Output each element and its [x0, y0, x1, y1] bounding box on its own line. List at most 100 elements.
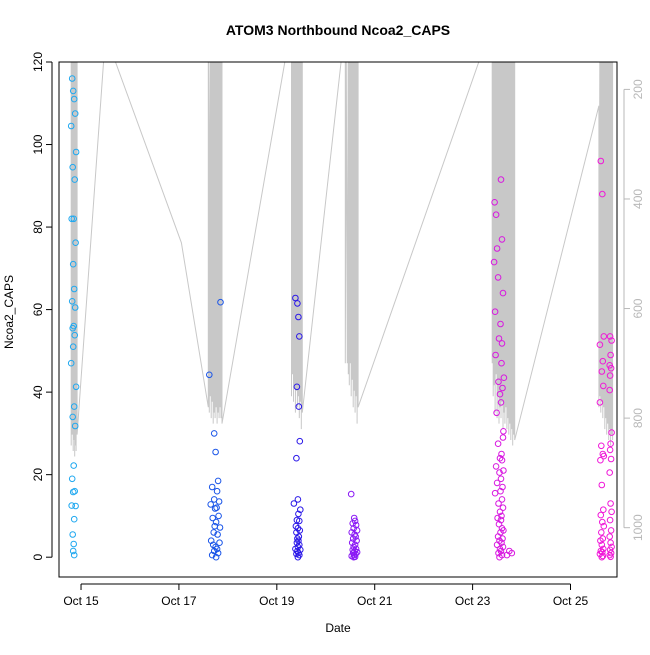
data-point [606, 533, 614, 540]
series-group [290, 294, 304, 561]
data-point [596, 399, 604, 406]
data-point [210, 430, 218, 437]
data-point [494, 274, 502, 281]
x-tick-label: Oct 17 [161, 594, 197, 608]
data-point [294, 553, 302, 561]
data-point [68, 75, 76, 82]
data-point [216, 539, 223, 547]
data-point [294, 300, 301, 307]
data-point [70, 462, 77, 469]
y-axis-title: Ncoa2_CAPS [2, 275, 16, 349]
data-point [494, 514, 501, 522]
data-point [212, 518, 220, 526]
data-point [69, 163, 76, 171]
x-tick-label: Oct 25 [553, 594, 589, 608]
data-point [68, 298, 76, 305]
series-group [490, 176, 516, 561]
data-point [212, 553, 220, 561]
data-point [70, 551, 78, 559]
data-point [296, 437, 304, 445]
data-point [599, 357, 607, 365]
data-point [491, 308, 499, 316]
data-point [69, 531, 76, 538]
data-point [496, 508, 504, 516]
series-group [347, 490, 361, 561]
data-point [67, 122, 75, 130]
data-point [69, 413, 76, 421]
y-tick-label: 40 [31, 385, 45, 399]
series-group [206, 298, 224, 561]
data-point [496, 390, 504, 398]
data-point [295, 537, 302, 545]
data-point [600, 506, 607, 514]
data-point [70, 540, 77, 548]
depth-trace-line [70, 62, 614, 457]
data-point [499, 384, 506, 392]
depth-trace-layer [70, 62, 614, 457]
data-point [597, 537, 604, 545]
data-point [607, 527, 615, 534]
data-point [215, 512, 222, 520]
data-point [212, 543, 219, 551]
data-point [495, 378, 502, 386]
y-tick-label: 120 [31, 52, 45, 72]
data-point [210, 547, 218, 555]
points-layer [67, 75, 615, 561]
y-axis-left: 0 20 40 60 80 100 120 [31, 52, 53, 561]
data-point [208, 551, 216, 559]
data-point [70, 515, 78, 523]
data-point [213, 487, 221, 495]
y-axis-right: 200 400 600 800 1000 [623, 79, 645, 541]
data-point [496, 469, 503, 476]
data-point [217, 298, 224, 306]
data-point [491, 199, 498, 206]
data-point [599, 190, 606, 198]
data-point [492, 211, 500, 218]
data-point [600, 452, 608, 460]
data-point [72, 383, 80, 391]
y-tick-label: 60 [31, 303, 45, 317]
data-point [496, 553, 503, 561]
data-point [71, 176, 78, 183]
data-point [597, 157, 605, 165]
data-point [71, 422, 79, 430]
data-point [606, 516, 614, 524]
data-point [212, 448, 219, 456]
x-tick-label: Oct 15 [63, 594, 99, 608]
data-point [608, 337, 615, 344]
data-point [608, 508, 615, 516]
data-point [347, 490, 355, 498]
data-point [497, 320, 504, 328]
y2-tick-label: 600 [631, 298, 645, 318]
data-point [500, 374, 508, 382]
data-point [607, 440, 614, 448]
data-point [491, 489, 499, 497]
data-point [296, 527, 304, 534]
data-point [608, 429, 615, 436]
y-tick-label: 20 [31, 468, 45, 482]
y-tick-label: 80 [31, 220, 45, 234]
data-point [69, 488, 77, 496]
data-point [207, 501, 214, 508]
data-point [495, 335, 503, 342]
data-point [606, 386, 614, 394]
data-point [596, 341, 604, 349]
data-point [350, 525, 358, 532]
data-point [207, 537, 215, 545]
data-point [495, 549, 502, 557]
x-axis: Oct 15 Oct 17 Oct 19 Oct 21 Oct 23 Oct 25 [63, 583, 589, 608]
data-point [210, 529, 217, 536]
data-point [498, 450, 505, 458]
chart-title: ATOM3 Northbound Ncoa2_CAPS [226, 22, 450, 38]
data-point [600, 382, 607, 390]
data-point [497, 516, 505, 524]
data-point [498, 512, 505, 520]
y2-tick-label: 200 [631, 79, 645, 99]
data-point [69, 87, 77, 95]
data-point [607, 500, 614, 507]
data-point [598, 529, 605, 536]
data-point [214, 477, 222, 485]
data-point [71, 304, 79, 311]
